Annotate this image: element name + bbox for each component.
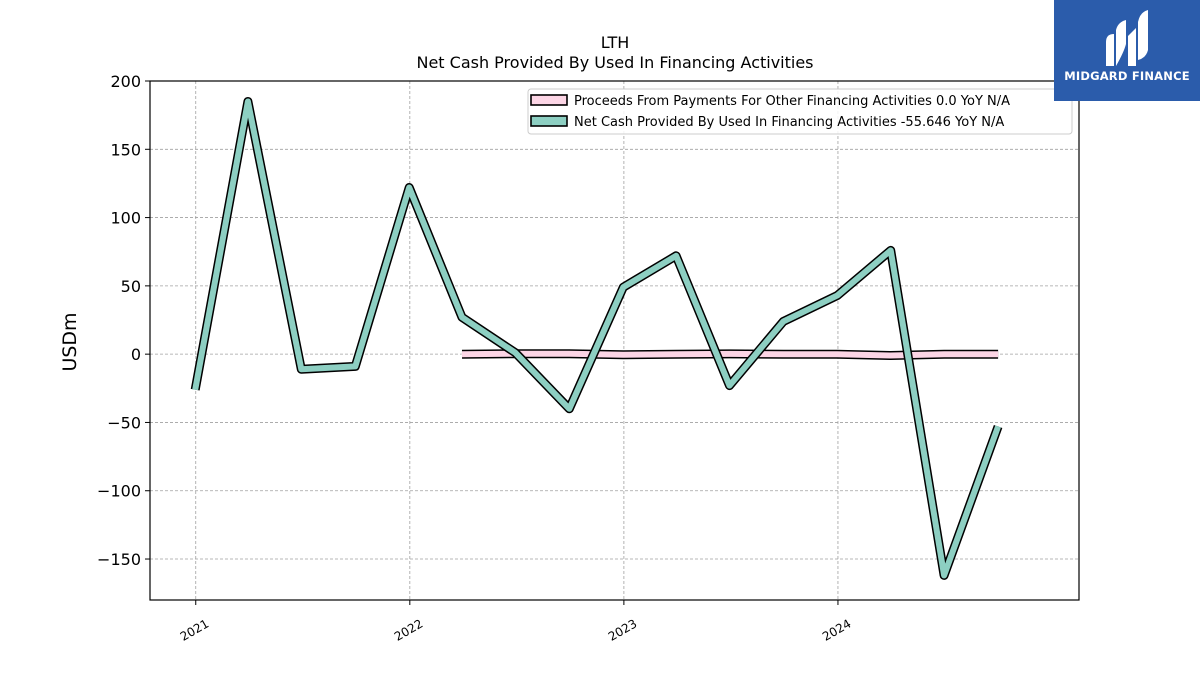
data-point <box>943 353 945 355</box>
data-point <box>836 294 838 296</box>
plot-frame <box>149 80 1080 601</box>
data-point <box>728 353 730 355</box>
chart-subtitle: Net Cash Provided By Used In Financing A… <box>416 53 813 72</box>
midgard-finance-logo: MIDGARD FINANCE <box>1054 0 1200 101</box>
series-line <box>192 98 1001 579</box>
data-point <box>675 255 677 257</box>
grid <box>150 80 1079 600</box>
y-tick-label: −50 <box>107 413 141 432</box>
legend-box <box>527 88 1073 135</box>
logo-text: MIDGARD FINANCE <box>1064 69 1190 83</box>
legend-entry: Net Cash Provided By Used In Financing A… <box>574 115 1004 130</box>
chart-title: LTH <box>601 33 630 52</box>
data-point <box>997 353 999 355</box>
data-point <box>675 353 677 355</box>
series-line <box>461 350 999 359</box>
data-point <box>194 389 196 391</box>
data-point <box>997 426 999 428</box>
data-point <box>622 354 624 356</box>
y-tick-label: 0 <box>131 345 141 364</box>
data-point <box>728 385 730 387</box>
logo-mark-icon <box>1106 10 1148 66</box>
data-point <box>890 355 892 357</box>
legend-swatch <box>530 115 568 127</box>
x-tick-label: 2022 <box>392 616 425 643</box>
y-axis-label: USDm <box>59 312 81 371</box>
data-point <box>890 249 892 251</box>
y-tick-label: 200 <box>110 72 141 91</box>
data-point <box>247 100 249 102</box>
legend: Proceeds From Payments For Other Financi… <box>527 88 1073 135</box>
data-point <box>300 368 302 370</box>
data-point <box>943 574 945 576</box>
series-layer <box>190 97 1003 580</box>
data-point <box>782 353 784 355</box>
x-tick-label: 2021 <box>178 616 211 643</box>
y-tick-label: 150 <box>110 140 141 159</box>
data-point <box>514 352 516 354</box>
legend-entry: Proceeds From Payments For Other Financi… <box>574 94 1010 109</box>
x-tick-label: 2024 <box>820 616 853 643</box>
data-point <box>568 353 570 355</box>
data-point <box>354 365 356 367</box>
y-tick-label: −100 <box>97 482 141 501</box>
data-point <box>461 316 463 318</box>
legend-swatch <box>530 94 568 106</box>
data-point <box>408 187 410 189</box>
data-point <box>568 408 570 410</box>
data-point <box>622 286 624 288</box>
y-tick-label: 100 <box>110 209 141 228</box>
series-outline <box>190 97 1003 580</box>
data-point <box>836 353 838 355</box>
x-tick-label: 2023 <box>606 616 639 643</box>
data-point <box>461 353 463 355</box>
y-tick-label: 50 <box>121 277 141 296</box>
y-tick-label: −150 <box>97 550 141 569</box>
data-point <box>782 320 784 322</box>
